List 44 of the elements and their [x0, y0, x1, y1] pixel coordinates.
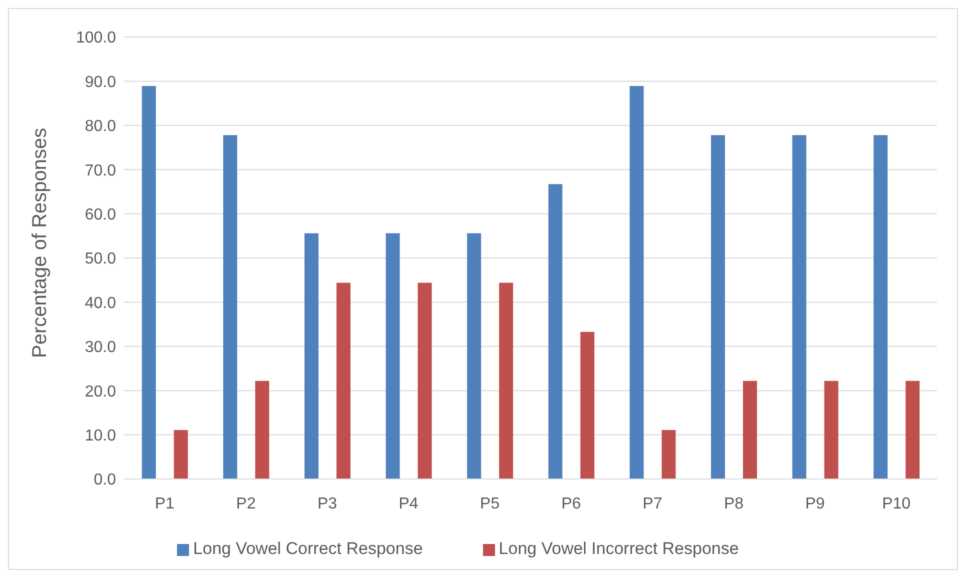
bar	[710, 135, 725, 479]
bar	[742, 380, 757, 479]
y-tick-label: 100.0	[76, 30, 116, 47]
y-tick-label: 60.0	[84, 206, 116, 224]
bar	[662, 430, 676, 479]
y-tick-label: 70.0	[84, 162, 116, 180]
x-tick-label: P9	[805, 495, 825, 512]
bar	[580, 332, 594, 479]
x-tick-label: P2	[236, 495, 256, 512]
y-tick-label: 50.0	[84, 250, 116, 268]
bar	[255, 380, 270, 479]
bar	[792, 135, 806, 479]
y-tick-label: 40.0	[84, 294, 116, 312]
y-tick-label: 10.0	[84, 427, 116, 444]
bar	[142, 86, 156, 479]
bar	[499, 282, 514, 479]
bar	[336, 282, 350, 479]
y-axis-title: Percentage of Responses	[29, 128, 52, 358]
bar	[386, 233, 400, 479]
y-tick-label: 0.0	[94, 472, 116, 489]
y-tick-label: 20.0	[84, 383, 116, 400]
bar	[906, 380, 920, 479]
bar	[824, 380, 838, 479]
x-tick-label: P1	[154, 495, 175, 512]
bar	[630, 86, 644, 479]
x-tick-label: P5	[480, 495, 500, 512]
x-tick-label: P3	[317, 495, 338, 512]
bar	[548, 184, 562, 479]
bar	[304, 233, 318, 479]
bar	[223, 135, 238, 479]
y-tick-label: 80.0	[84, 118, 116, 136]
bar	[874, 135, 888, 479]
x-tick-label: P6	[561, 495, 582, 512]
y-tick-label: 90.0	[84, 74, 116, 91]
legend-label: Long Vowel Correct Response	[193, 539, 423, 558]
x-tick-label: P4	[398, 495, 418, 512]
y-tick-label: 30.0	[84, 339, 116, 356]
x-tick-label: P10	[882, 495, 911, 512]
bar	[467, 233, 482, 479]
x-tick-label: P7	[642, 495, 662, 512]
x-tick-label: P8	[724, 495, 744, 512]
bar	[174, 430, 188, 479]
legend-label: Long Vowel Incorrect Response	[498, 539, 739, 558]
bar	[418, 282, 432, 479]
